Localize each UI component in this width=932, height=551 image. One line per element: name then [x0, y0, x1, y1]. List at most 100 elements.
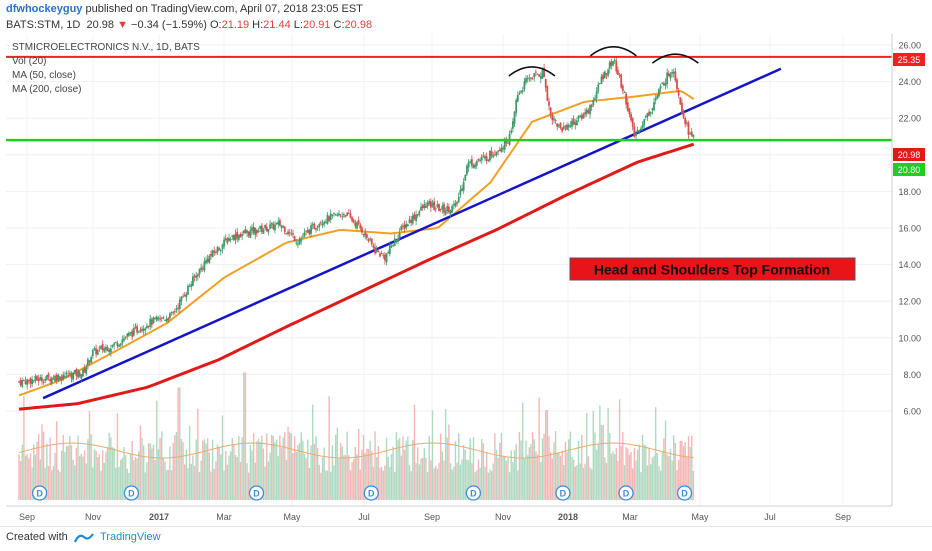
candle-body [351, 217, 353, 222]
candle-body [456, 201, 459, 204]
volume-bar [636, 449, 639, 500]
volume-bar [692, 470, 695, 500]
candle-body [32, 380, 35, 382]
candle-body [626, 102, 629, 111]
candle-body [390, 246, 393, 248]
candle-body [183, 295, 186, 297]
volume-bar [144, 472, 147, 500]
price-axis[interactable]: 26.0024.0022.0020.0018.0016.0014.0012.00… [898, 41, 921, 417]
candle-body [136, 326, 139, 333]
volume-bar [343, 455, 345, 500]
candle-body [671, 72, 673, 74]
candle-body [400, 225, 403, 231]
candle-body [607, 69, 609, 76]
symbol-label: BATS:STM, 1D [6, 19, 81, 31]
candle-body [489, 151, 491, 161]
price-axis-tick: 10.00 [898, 333, 921, 343]
volume-bar [82, 456, 84, 500]
candle-body [420, 206, 422, 211]
candle-body [630, 114, 632, 121]
candle-body [172, 311, 175, 313]
tradingview-brand-link[interactable]: TradingView [100, 531, 161, 543]
volume-bar [613, 454, 616, 500]
volume-bar [56, 421, 58, 500]
candle-body [339, 214, 342, 216]
volume-bar [456, 462, 458, 500]
volume-bar [602, 425, 604, 500]
volume-bar [208, 452, 211, 500]
candle-body [594, 98, 596, 101]
volume-bar [426, 472, 429, 500]
candle-body [68, 372, 71, 375]
candle-body [393, 238, 396, 246]
candle-body [93, 347, 96, 350]
author-link[interactable]: dfwhockeyguy [6, 3, 83, 15]
candle-body [635, 133, 637, 136]
candle-body [644, 116, 647, 118]
volume-bar [239, 462, 242, 500]
candle-body [195, 275, 198, 278]
ma200-line [18, 142, 695, 411]
candle-body [576, 120, 578, 126]
candle-body [147, 325, 150, 327]
volume-bar [39, 459, 41, 500]
candle-body [520, 90, 523, 93]
volume-bar [162, 457, 165, 500]
candle-body [539, 76, 542, 79]
volume-bar [33, 444, 35, 500]
candle-body [446, 205, 449, 212]
volume-bar [558, 451, 560, 500]
annotation-box[interactable]: Head and Shoulders Top Formation [569, 257, 856, 281]
candle-body [149, 318, 152, 328]
volume-bar [133, 460, 135, 500]
candle-body [22, 380, 25, 382]
volume-bar [339, 443, 342, 500]
candle-body [398, 232, 401, 239]
candle-body [367, 239, 370, 242]
volume-bar [93, 449, 96, 500]
volume-bar [312, 404, 314, 500]
candle-body [682, 111, 685, 118]
candle-body [132, 328, 135, 336]
volume-bar [387, 456, 389, 500]
volume-bar [446, 437, 448, 500]
candle-body [331, 214, 334, 216]
candle-body [155, 316, 158, 321]
candle-body [613, 59, 616, 61]
dividend-marker-label: D [681, 489, 688, 499]
candle-body [579, 115, 582, 117]
candle-body [464, 174, 467, 181]
candle-body [146, 325, 148, 329]
time-axis[interactable]: Sep Nov 2017 Mar May Jul Sep Nov 2018 Mar May Jul Se… [19, 512, 851, 522]
candle-body [648, 111, 651, 116]
volume-bar [538, 397, 540, 500]
volume-bar [482, 443, 485, 500]
volume-bar [49, 437, 51, 500]
candle-body [320, 222, 322, 224]
volume-bar [328, 396, 330, 500]
candle-body [269, 224, 271, 229]
candle-body [256, 229, 258, 234]
candle-body [298, 239, 301, 245]
volume-bar [115, 467, 117, 500]
volume-bar [190, 463, 192, 500]
volume-bar [508, 472, 511, 500]
volume-bar [77, 435, 79, 500]
volume-bar [500, 432, 503, 500]
candle-body [515, 99, 518, 113]
candle-body [654, 98, 657, 101]
volume-bar [594, 432, 596, 500]
volume-bar [261, 435, 263, 500]
volume-bar [556, 452, 558, 500]
price-axis-tick: 6.00 [903, 407, 921, 417]
volume-bar [561, 450, 563, 500]
candle-body [119, 343, 122, 346]
dividend-marker-icon [123, 485, 140, 501]
volume-bar [487, 472, 489, 500]
candle-body [277, 221, 280, 225]
candle-body [502, 147, 504, 150]
volume-bar [618, 399, 621, 500]
